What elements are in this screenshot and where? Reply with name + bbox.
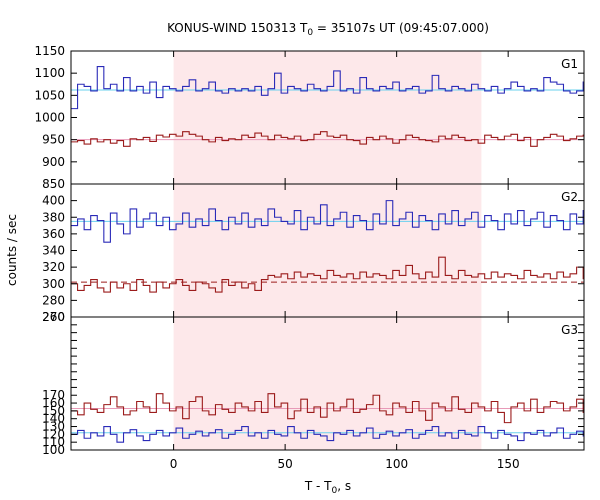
y-tick-label: 320 (42, 260, 65, 274)
highlight-interval (173, 51, 482, 184)
panels: 8509009501000105011001150G12602803003203… (34, 44, 585, 471)
y-tick-label: 400 (42, 194, 65, 208)
y-tick-label: 900 (42, 155, 65, 169)
series-line-2 (71, 425, 584, 443)
panel-label: G3 (561, 323, 578, 337)
series-line-1 (71, 65, 584, 110)
y-tick-label: 120 (42, 427, 65, 441)
y-tick-label: 340 (42, 244, 65, 258)
x-axis-label: T - T0, s (304, 479, 351, 496)
highlight-interval (173, 317, 482, 450)
chart-title: KONUS-WIND 150313 T0 = 35107s UT (09:45:… (167, 21, 489, 38)
y-tick-label: 1050 (34, 88, 65, 102)
series-line-1 (71, 393, 584, 424)
y-axis-label: counts / sec (5, 214, 19, 286)
panel-frame (70, 316, 585, 451)
y-tick-label: 1150 (34, 44, 65, 58)
x-axis-label-rest: , s (337, 479, 351, 493)
y-tick-label: 110 (42, 435, 65, 449)
y-tick-label: 140 (42, 412, 65, 426)
y-tick-label: 850 (42, 177, 65, 191)
y-tick-label: 1100 (34, 66, 65, 80)
y-tick-label: 360 (42, 227, 65, 241)
y-tick-label: 270 (42, 310, 65, 324)
panel-label: G2 (561, 190, 578, 204)
y-tick-label: 260 (42, 310, 65, 324)
x-tick-label: 0 (170, 457, 178, 471)
y-tick-label: 1000 (34, 111, 65, 125)
panel-g1: 850 900 950 1000 1050 1100 1150 G1 (34, 44, 585, 191)
series-line-2 (71, 131, 584, 147)
y-tick-label: 170 (42, 388, 65, 402)
y-tick-label: 280 (42, 293, 65, 307)
x-tick-label: 50 (277, 457, 292, 471)
chart-title-rest: = 35107s UT (09:45:07.000) (313, 21, 489, 35)
highlight-interval (173, 184, 482, 317)
y-tick-label: 160 (42, 396, 65, 410)
x-tick-label: 100 (385, 457, 408, 471)
y-tick-label: 950 (42, 133, 65, 147)
x-tick-label: 150 (497, 457, 520, 471)
chart-title-subscript: 0 (307, 28, 313, 38)
series-line-1 (71, 200, 584, 243)
y-tick-label: 150 (42, 404, 65, 418)
panel-label: G1 (561, 57, 578, 71)
series-line-2 (71, 256, 584, 293)
y-tick-label: 300 (42, 277, 65, 291)
y-tick-label: 100 (42, 443, 65, 457)
y-tick-label: 130 (42, 420, 65, 434)
panel-g2: 260 280 300 320 340 360 380 400 G2 (42, 183, 585, 324)
y-tick-label: 380 (42, 210, 65, 224)
x-axis-label-subscript: 0 (332, 486, 338, 496)
